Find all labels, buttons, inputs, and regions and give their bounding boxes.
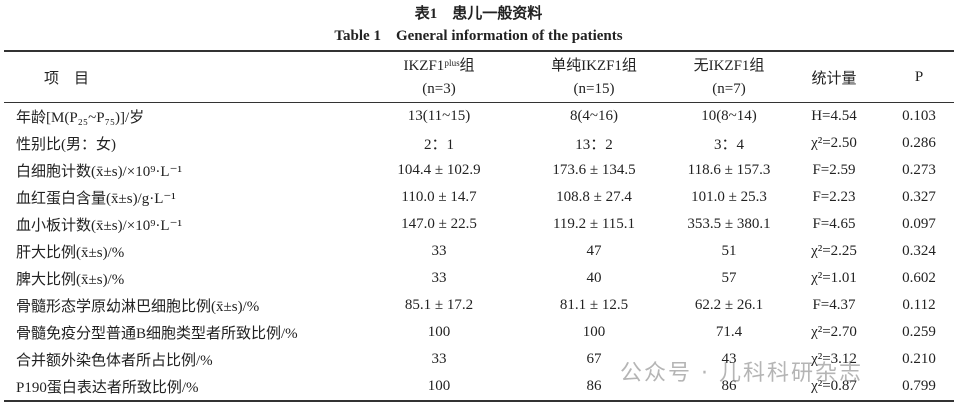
table-cell: 100: [582, 324, 606, 340]
column-header: 统计量: [811, 70, 857, 87]
table-cell: 86: [721, 378, 737, 394]
table-cell: 0.210: [902, 351, 936, 367]
table-cell: 104.4 ± 102.9: [397, 162, 481, 178]
column-header: 项 目: [44, 70, 90, 87]
row-label: 年龄[M(P₂₅~P₇₅)]/岁: [16, 110, 145, 126]
table-row: 白细胞计数(x̄±s)/×10⁹·L⁻¹ 104.4 ± 102.9 173.6 ±…: [4, 157, 954, 184]
table-cell: 147.0 ± 22.5: [401, 216, 477, 232]
table-cell: H=4.54: [811, 108, 857, 124]
table-row: 血红蛋白含量(x̄±s)/g·L⁻¹ 110.0 ± 14.7 108.8 ± 27…: [4, 184, 954, 211]
column-header: P: [914, 68, 924, 85]
table-cell: 100: [427, 378, 451, 394]
header-row: (n=3) (n=15) (n=7): [4, 77, 954, 103]
table-cell: 0.112: [902, 297, 936, 313]
table-cell: 71.4: [715, 324, 743, 340]
table-title: 表1 患儿一般资料: [414, 6, 543, 22]
table-cell: 0.327: [902, 189, 936, 205]
table-cell: 108.8 ± 27.4: [556, 189, 632, 205]
table-cell: 57: [721, 270, 737, 286]
table-cell: 0.799: [902, 378, 936, 394]
table-row: 肝大比例(x̄±s)/% 33 47 51 χ²=2.25 0.324: [4, 238, 954, 265]
row-label: 合并额外染色体者所占比例/%: [16, 353, 213, 369]
table-cell: 85.1 ± 17.2: [404, 297, 474, 313]
table-cell: 353.5 ± 380.1: [687, 216, 771, 232]
table-cell: 33: [431, 243, 447, 259]
table-cell: 81.1 ± 12.5: [559, 297, 629, 313]
row-label: P190蛋白表达者所致比例/%: [16, 380, 199, 396]
table-row: 脾大比例(x̄±s)/% 33 40 57 χ²=1.01 0.602: [4, 265, 954, 292]
table-cell: 51: [721, 243, 737, 259]
table-cell: χ²=2.50: [811, 135, 857, 151]
table-cell: 100: [427, 324, 451, 340]
table-cell: 173.6 ± 134.5: [552, 162, 636, 178]
table-cell: 33: [431, 351, 447, 367]
row-label: 骨髓形态学原幼淋巴细胞比例(x̄±s)/%: [16, 299, 260, 315]
row-label: 性别比(男：女): [16, 137, 116, 153]
data-table: 项 目 IKZF1ᵖˡᵘˢ组 单纯IKZF1组 无IKZF1组 统计量 P (n=3) (n=…: [4, 50, 954, 402]
table-row: P190蛋白表达者所致比例/% 100 86 86 χ²=0.87 0.799: [4, 373, 954, 401]
table-cell: χ²=2.25: [811, 243, 857, 259]
table-row: 血小板计数(x̄±s)/×10⁹·L⁻¹ 147.0 ± 22.5 119.2 ± …: [4, 211, 954, 238]
table-cell: 13：2: [575, 137, 613, 153]
table-cell: 0.286: [902, 135, 936, 151]
column-count: (n=15): [573, 81, 615, 97]
table-cell: 43: [721, 351, 737, 367]
table-cell: 0.097: [902, 216, 936, 232]
table-cell: 119.2 ± 115.1: [552, 216, 636, 232]
table-cell: 0.602: [902, 270, 936, 286]
table-cell: 47: [586, 243, 602, 259]
table-cell: 40: [586, 270, 602, 286]
column-header: 单纯IKZF1组: [551, 58, 637, 74]
table-cell: F=4.65: [812, 216, 856, 232]
table-cell: 62.2 ± 26.1: [694, 297, 764, 313]
row-label: 血红蛋白含量(x̄±s)/g·L⁻¹: [16, 191, 176, 207]
table-cell: 0.324: [902, 243, 936, 259]
table-cell: 67: [586, 351, 602, 367]
table-cell: F=4.37: [812, 297, 856, 313]
header-row: 项 目 IKZF1ᵖˡᵘˢ组 单纯IKZF1组 无IKZF1组统计量 P: [4, 51, 954, 87]
table-cell: 101.0 ± 25.3: [691, 189, 767, 205]
table-cell: χ²=2.70: [811, 324, 857, 340]
column-header: 无IKZF1组: [693, 58, 765, 74]
table-cell: 0.273: [902, 162, 936, 178]
table-subtitle: Table 1 General information of the patie…: [334, 28, 623, 44]
column-count: (n=7): [712, 81, 746, 97]
row-label: 血小板计数(x̄±s)/×10⁹·L⁻¹: [16, 218, 182, 234]
table-cell: χ²=3.12: [811, 351, 857, 367]
table-cell: 118.6 ± 157.3: [687, 162, 771, 178]
table-row: 骨髓免疫分型普通B细胞类型者所致比例/% 100 100 71.4 χ²=2.70 0.2…: [4, 319, 954, 346]
table-cell: χ²=0.87: [811, 378, 857, 394]
table-header: 项 目 IKZF1ᵖˡᵘˢ组 单纯IKZF1组 无IKZF1组 统计量 P (n=3) (n=…: [4, 51, 954, 103]
table-cell: F=2.23: [812, 189, 856, 205]
table-body: 年龄[M(P₂₅~P₇₅)]/岁 13(11~15) 8(4~16) 10(8~14)…: [4, 103, 954, 401]
row-label: 脾大比例(x̄±s)/%: [16, 272, 125, 288]
table-cell: 86: [586, 378, 602, 394]
table-cell: 8(4~16): [569, 108, 619, 124]
table-cell: 13(11~15): [407, 108, 471, 124]
watermark: 公众号 · 儿科科研杂志: [620, 361, 863, 386]
table-row: 骨髓形态学原幼淋巴细胞比例(x̄±s)/% 85.1 ± 17.2 81.1 ± 1…: [4, 292, 954, 319]
table-cell: F=2.59: [812, 162, 856, 178]
table-cell: 2：1: [423, 137, 454, 153]
table-cell: 3：4: [713, 137, 744, 153]
row-label: 肝大比例(x̄±s)/%: [16, 245, 125, 261]
table-row: 合并额外染色体者所占比例/% 33 67 43 χ²=3.12 0.210: [4, 346, 954, 373]
table-cell: 110.0 ± 14.7: [401, 189, 477, 205]
table-row: 年龄[M(P₂₅~P₇₅)]/岁 13(11~15) 8(4~16) 10(8~14)…: [4, 103, 954, 131]
table-cell: χ²=1.01: [811, 270, 857, 286]
table-cell: 0.103: [902, 108, 936, 124]
table-cell: 10(8~14): [701, 108, 757, 124]
table-row: 性别比(男：女) 2：1 13：2 3：4 χ²=2.50 0.286: [4, 130, 954, 157]
table-cell: 33: [431, 270, 447, 286]
column-header: IKZF1ᵖˡᵘˢ组: [403, 58, 475, 74]
table-cell: 0.259: [902, 324, 936, 340]
row-label: 白细胞计数(x̄±s)/×10⁹·L⁻¹: [16, 164, 182, 180]
column-count: (n=3): [422, 81, 456, 97]
row-label: 骨髓免疫分型普通B细胞类型者所致比例/%: [16, 326, 298, 342]
